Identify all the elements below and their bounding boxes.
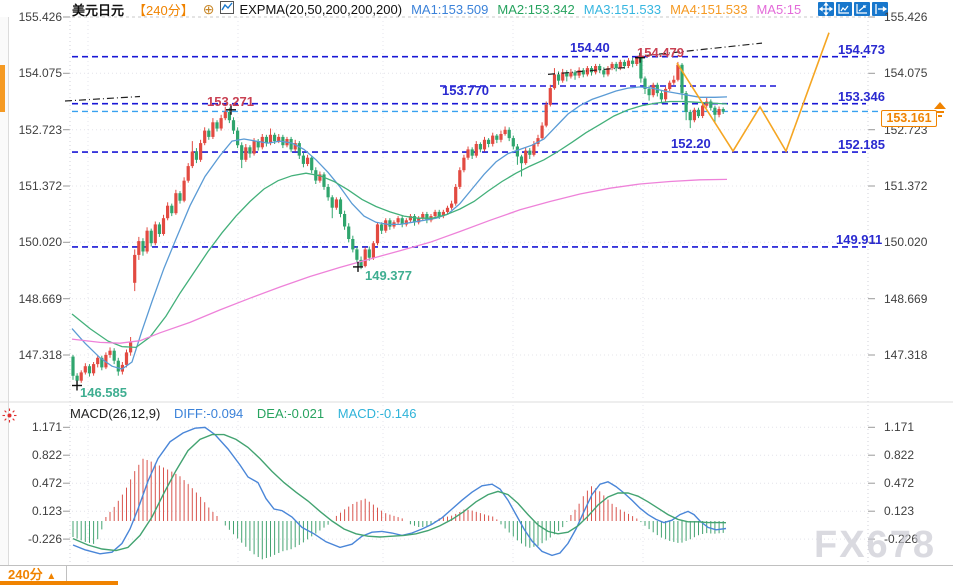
- macd-dea-value: DEA:-0.021: [256, 406, 325, 421]
- left-scrollbar-thumb[interactable]: [0, 65, 5, 112]
- gridlines: [0, 16, 953, 585]
- circled-plus-icon[interactable]: ⊕: [202, 0, 215, 17]
- ma5-value: MA5:15: [756, 1, 802, 17]
- price-levels: [72, 55, 880, 248]
- black-trendlines: [64, 42, 763, 102]
- swing-plus-markers: [72, 52, 645, 391]
- macd-diff-value: DIFF:-0.094: [173, 406, 244, 421]
- period-up-arrow-icon: ▲: [46, 571, 57, 582]
- zoom-in-chart-icon[interactable]: [854, 2, 870, 16]
- indicator-settings-sun-icon[interactable]: [1, 407, 18, 429]
- macd-pane: [72, 426, 727, 560]
- indicator-name: EXPMA(20,50,200,200,200): [239, 1, 403, 17]
- current-price-badge: 153.161: [881, 110, 937, 127]
- candlesticks: [71, 56, 725, 386]
- symbol-name: 美元日元: [72, 2, 125, 18]
- period-selector-label: 240分: [8, 567, 43, 582]
- ma3-value: MA3:151.533: [583, 1, 662, 17]
- zoom-out-chart-icon[interactable]: [836, 2, 852, 16]
- indicator-chart-icon[interactable]: [220, 1, 235, 17]
- macd-title: MACD(26,12,9): [70, 406, 161, 421]
- toolbar: 美元日元 【240分】 ⊕ EXPMA(20,50,200,200,200) M…: [72, 0, 810, 18]
- forecast-zigzag: [676, 32, 830, 153]
- ma2-value: MA2:153.342: [497, 1, 575, 17]
- macd-macd-value: MACD:-0.146: [337, 406, 417, 421]
- macd-header: MACD(26,12,9) DIFF:-0.094 DEA:-0.021 MAC…: [70, 406, 427, 421]
- chart-controls: [818, 1, 888, 17]
- move-crosshair-icon[interactable]: [818, 1, 834, 17]
- period-selector[interactable]: 240分 ▲: [0, 565, 67, 585]
- ma1-value: MA1:153.509: [411, 1, 489, 17]
- x-axis-bar: [0, 565, 953, 585]
- pan-right-icon[interactable]: [872, 2, 888, 16]
- period-underline: [0, 581, 118, 585]
- ma4-value: MA4:151.533: [670, 1, 748, 17]
- left-scrollbar: [0, 17, 9, 565]
- period-label[interactable]: 【240分】: [133, 2, 194, 18]
- current-price-arrow-icon: [934, 102, 946, 117]
- ema-lines: [71, 86, 728, 370]
- watermark: FX678: [814, 524, 936, 566]
